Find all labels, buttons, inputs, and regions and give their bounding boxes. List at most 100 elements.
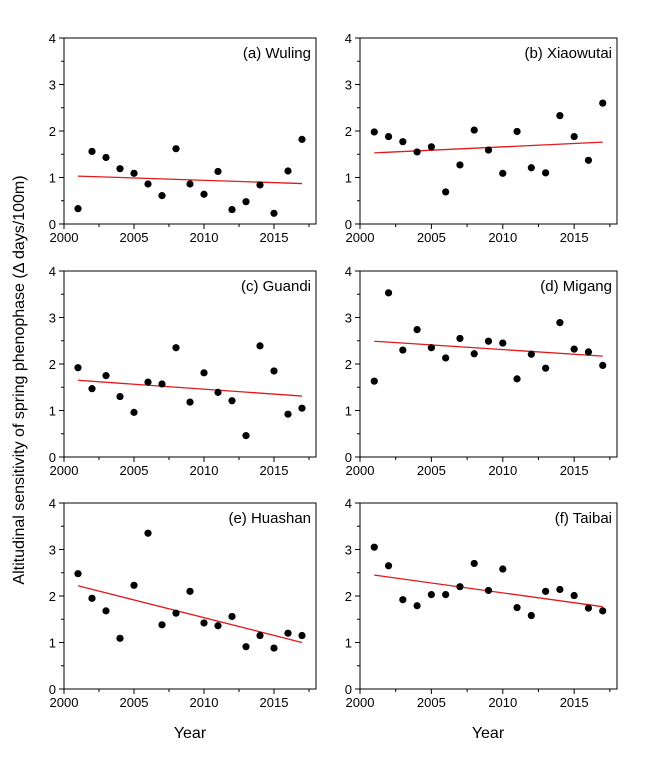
y-tick-label: 3: [345, 78, 352, 93]
x-tick-label: 2015: [260, 230, 289, 245]
data-point: [130, 581, 138, 589]
plot-frame: [63, 37, 317, 225]
data-point: [484, 586, 493, 595]
data-point: [228, 205, 236, 214]
y-tick-label: 3: [49, 78, 56, 93]
panel-title: (f) Taibai: [555, 510, 612, 527]
data-point: [370, 543, 378, 551]
data-point: [513, 375, 521, 383]
x-tick-label: 2010: [190, 463, 219, 478]
data-point: [470, 559, 478, 568]
x-tick-label: 2000: [346, 230, 375, 245]
data-point: [270, 367, 278, 375]
y-tick-label: 1: [345, 171, 352, 186]
data-point: [370, 128, 378, 136]
data-point: [298, 631, 306, 640]
y-tick-label: 3: [345, 311, 352, 326]
y-tick-label: 2: [345, 124, 352, 139]
data-point: [102, 153, 110, 162]
x-tick-label: 2015: [260, 695, 289, 710]
data-point: [470, 350, 478, 358]
x-tick-label: 2005: [120, 463, 149, 478]
data-point: [116, 634, 124, 642]
data-point: [399, 346, 407, 354]
data-point: [442, 354, 450, 362]
x-tick-label: 2015: [560, 695, 589, 710]
y-tick-label: 2: [345, 357, 352, 372]
y-tick-label: 0: [49, 217, 56, 232]
panel-title: (b) Xiaowutai: [524, 45, 612, 62]
data-point: [200, 190, 208, 198]
y-tick-label: 0: [345, 217, 352, 232]
data-point: [556, 319, 564, 327]
data-point: [499, 169, 507, 177]
data-point: [242, 432, 250, 440]
data-point: [88, 385, 96, 393]
x-tick-label: 2000: [50, 695, 79, 710]
x-tick-label: 2005: [417, 230, 446, 245]
x-tick-label: 2015: [560, 463, 589, 478]
panel-4: 2000 2005 2010 2015 0 1 2 3 4 (d) Migang: [345, 264, 618, 478]
data-point: [214, 167, 222, 176]
y-tick-label: 3: [49, 311, 56, 326]
data-point: [499, 565, 507, 573]
data-point: [172, 609, 180, 617]
y-axis-title: Altitudinal sensitivity of spring phenop…: [11, 175, 28, 584]
data-point: [172, 145, 180, 153]
x-tick-label: 2010: [488, 695, 517, 710]
data-point: [116, 165, 124, 173]
y-tick-label: 4: [345, 264, 352, 279]
trend-line: [77, 175, 303, 185]
y-tick-label: 4: [49, 496, 56, 511]
data-point: [584, 348, 593, 356]
y-tick-label: 3: [49, 543, 56, 558]
y-tick-label: 2: [49, 357, 56, 372]
data-point: [370, 377, 378, 385]
data-point: [284, 167, 292, 175]
data-point: [570, 132, 578, 141]
x-tick-label: 2000: [50, 230, 79, 245]
data-point: [270, 209, 278, 217]
x-tick-label: 2015: [260, 463, 289, 478]
panel-3: 2000 2005 2010 2015 0 1 2 3 4 (c) Guandi: [49, 264, 317, 478]
x-tick-label: 2000: [50, 463, 79, 478]
data-point: [456, 161, 464, 169]
data-point: [556, 585, 564, 594]
data-point: [242, 643, 250, 651]
y-tick-label: 0: [49, 682, 56, 697]
y-tick-label: 1: [345, 636, 352, 651]
data-point: [200, 619, 208, 627]
x-tick-label: 2010: [488, 463, 517, 478]
data-point: [456, 334, 464, 343]
data-point: [442, 188, 450, 196]
x-axis-title-right: Year: [472, 725, 505, 742]
data-point: [599, 607, 607, 615]
trend-line: [374, 340, 603, 357]
data-point: [158, 380, 166, 388]
y-tick-label: 2: [345, 589, 352, 604]
data-point: [256, 631, 264, 640]
x-tick-label: 2005: [417, 463, 446, 478]
data-point: [74, 364, 82, 372]
y-tick-label: 0: [345, 450, 352, 465]
plot-frame: [359, 37, 618, 225]
panel-title: (c) Guandi: [241, 278, 311, 295]
y-tick-label: 4: [49, 31, 56, 46]
y-tick-label: 1: [49, 636, 56, 651]
panel-6: 2000 2005 2010 2015 0 1 2 3 4 (f) Taibai: [345, 496, 618, 710]
data-point: [570, 345, 578, 353]
data-point: [413, 148, 421, 156]
data-point: [527, 164, 535, 172]
x-tick-label: 2010: [190, 695, 219, 710]
data-point: [88, 147, 96, 156]
y-tick-label: 4: [49, 264, 56, 279]
data-point: [228, 397, 236, 405]
data-point: [102, 372, 110, 380]
x-tick-label: 2000: [346, 695, 375, 710]
data-point: [499, 339, 507, 347]
data-point: [427, 344, 435, 352]
data-point: [256, 181, 264, 189]
data-point: [513, 604, 521, 612]
